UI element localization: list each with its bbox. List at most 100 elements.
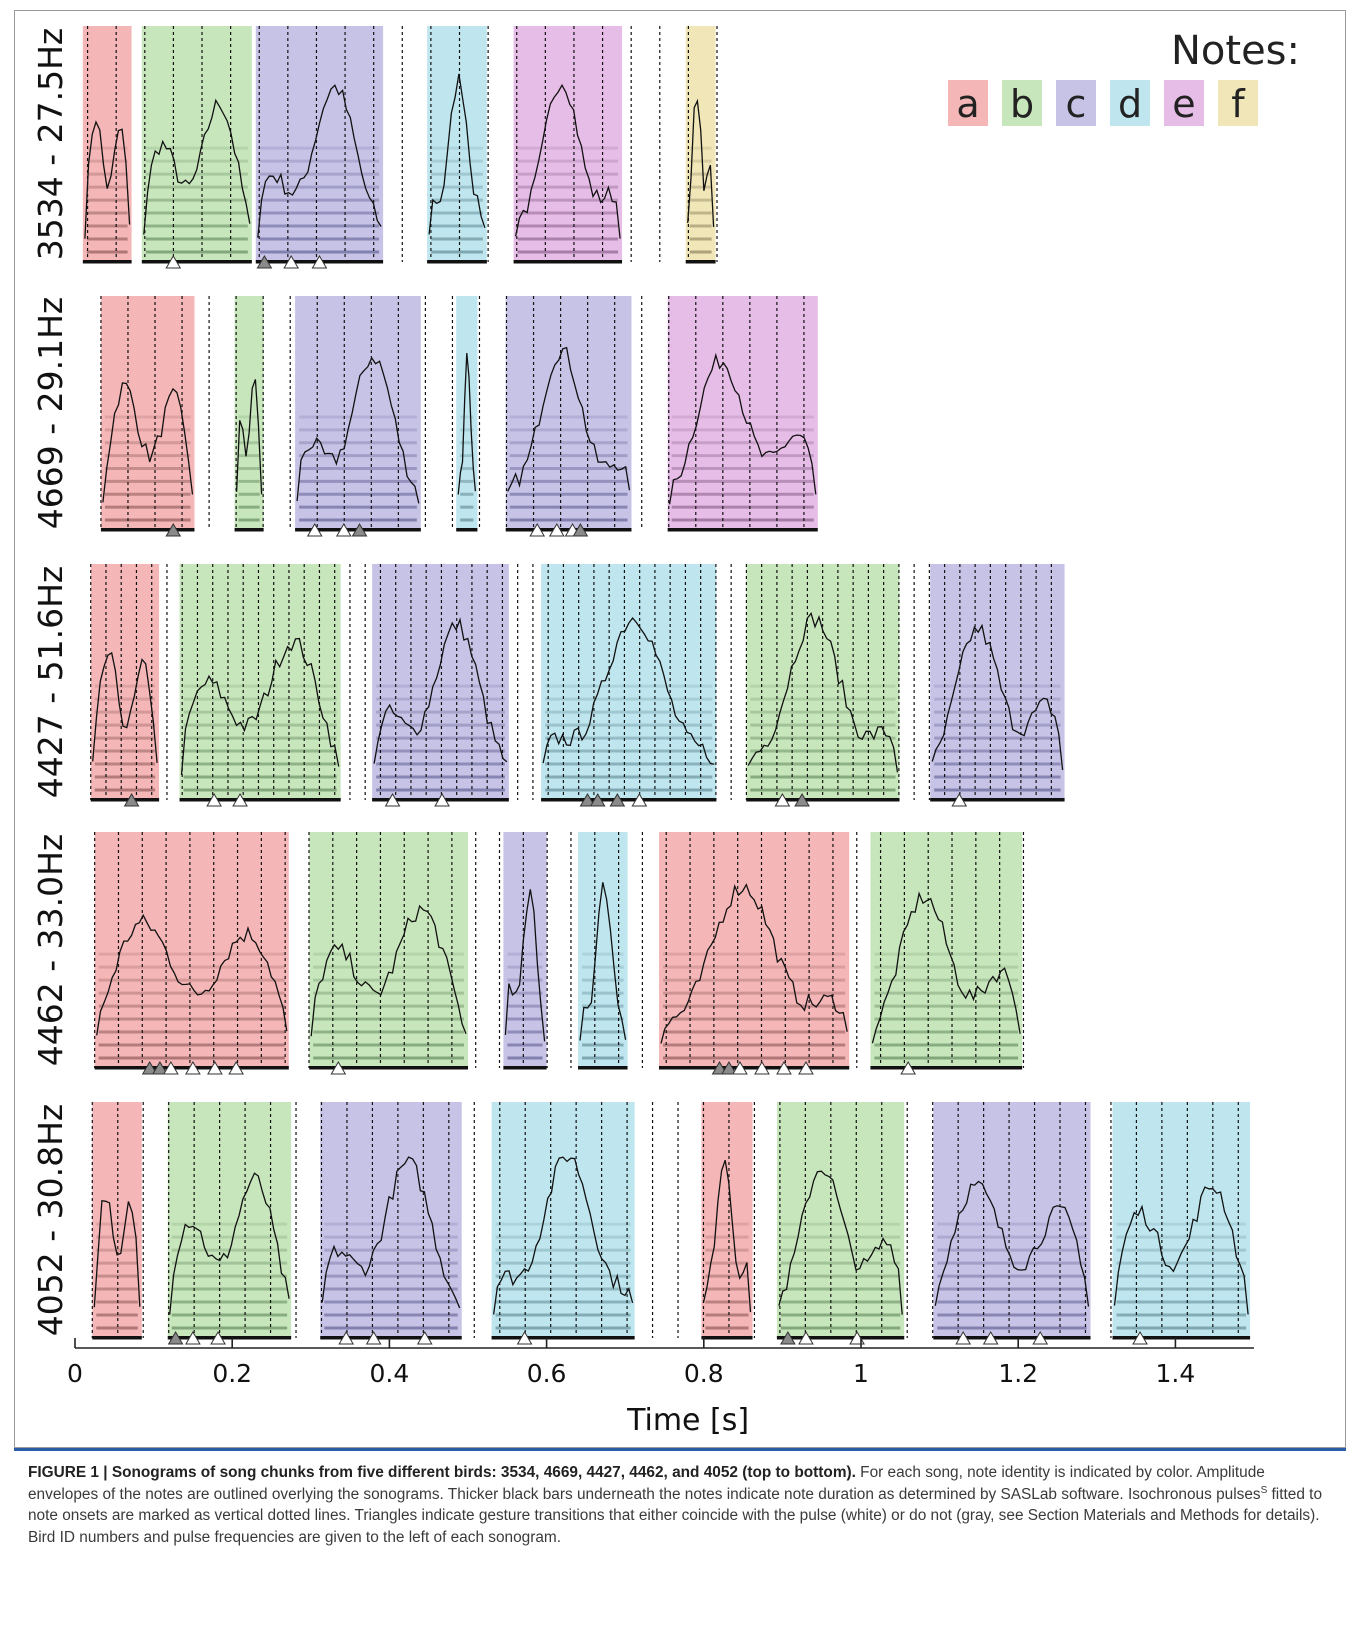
transition-triangle-white — [228, 1061, 245, 1075]
note-block — [776, 1102, 905, 1338]
amplitude-envelope — [457, 352, 477, 495]
note-c — [295, 296, 421, 532]
transition-triangle-white — [1032, 1331, 1049, 1345]
sonogram-panel-4: 4462 - 33.0Hz — [31, 832, 1025, 1075]
duration-bar — [1112, 1336, 1251, 1340]
note-c — [255, 26, 384, 264]
transition-triangle-gray — [351, 523, 368, 537]
transition-triangle-gray — [123, 793, 140, 807]
legend-swatch — [1002, 80, 1042, 126]
duration-bar — [82, 260, 132, 264]
amplitude-envelope — [321, 1156, 461, 1309]
sonogram-panel-5: 4052 - 30.8Hz — [31, 1102, 1251, 1345]
note-b — [776, 1102, 905, 1340]
transition-triangle-white — [774, 793, 791, 807]
duration-bar — [870, 1066, 1023, 1070]
note-block — [746, 564, 900, 800]
transition-triangle-white — [631, 793, 648, 807]
note-d — [1112, 1102, 1251, 1340]
amplitude-envelope — [84, 120, 131, 239]
transition-triangle-white — [416, 1331, 433, 1345]
caption-body-2: fitted to note onsets are marked as vert… — [28, 1485, 1323, 1546]
note-block — [491, 1102, 635, 1338]
transition-triangle-gray — [256, 255, 273, 269]
note-a — [92, 1102, 142, 1340]
note-a — [658, 832, 850, 1070]
note-d — [427, 26, 487, 264]
duration-bar — [541, 798, 717, 802]
duration-bar — [491, 1336, 635, 1340]
legend-note-d: d — [1110, 80, 1150, 126]
transition-triangle-white — [434, 793, 450, 807]
duration-bar — [503, 1066, 547, 1070]
duration-bar — [930, 798, 1065, 802]
amplitude-envelope — [235, 379, 263, 495]
legend-label: a — [956, 82, 979, 126]
note-block — [167, 1102, 292, 1338]
transition-triangle-white — [955, 1331, 972, 1345]
amplitude-envelope — [428, 73, 486, 235]
note-b — [179, 564, 341, 802]
note-c — [930, 564, 1065, 802]
transition-triangle-white — [982, 1331, 999, 1345]
transition-triangle-white — [548, 523, 565, 537]
note-block — [930, 564, 1065, 800]
amplitude-envelope — [934, 1180, 1090, 1307]
note-block — [541, 564, 717, 800]
legend-note-c: c — [1056, 80, 1096, 126]
duration-bar — [427, 260, 487, 264]
caption-rule — [14, 1448, 1346, 1451]
transition-triangle-white — [232, 793, 248, 807]
legend-swatch — [948, 80, 988, 126]
transition-triangle-gray — [165, 523, 182, 537]
amplitude-envelope — [180, 637, 340, 775]
note-e — [513, 26, 623, 264]
panel-label: 3534 - 27.5Hz — [31, 28, 70, 260]
note-block — [320, 1102, 462, 1338]
note-e — [667, 296, 818, 532]
panel-label: 4669 - 29.1Hz — [31, 297, 70, 529]
sonogram-panel-3: 4427 - 51.6Hz — [31, 564, 1065, 807]
x-axis-label: Time [s] — [626, 1403, 749, 1438]
caption-title: FIGURE 1 | Sonograms of song chunks from… — [28, 1464, 856, 1481]
transition-triangle-white — [185, 1061, 201, 1075]
amplitude-envelope — [96, 913, 288, 1036]
legend-swatch — [1218, 80, 1258, 126]
legend-label: b — [1010, 82, 1034, 126]
note-b — [746, 564, 900, 802]
transition-triangle-white — [207, 1061, 223, 1075]
legend-swatch — [1110, 80, 1150, 126]
duration-bar — [90, 798, 160, 802]
amplitude-envelope — [702, 1159, 752, 1313]
note-c — [503, 832, 547, 1070]
note-b — [870, 832, 1023, 1070]
note-c — [933, 1102, 1091, 1340]
panel-label: 4427 - 51.6Hz — [31, 566, 70, 798]
duration-bar — [234, 528, 264, 532]
transition-triangle-white — [185, 1331, 201, 1345]
transition-triangle-gray — [711, 1061, 728, 1075]
transition-triangle-white — [798, 1061, 814, 1075]
x-tick-label: 0.2 — [212, 1359, 252, 1388]
duration-bar — [179, 798, 341, 802]
transition-triangle-gray — [589, 793, 606, 807]
note-d — [456, 296, 478, 532]
transition-triangle-gray — [167, 1331, 184, 1345]
note-block — [309, 832, 468, 1068]
amplitude-envelope — [931, 623, 1064, 771]
duration-bar — [685, 260, 716, 264]
amplitude-envelope — [1113, 1186, 1249, 1315]
note-b — [309, 832, 468, 1070]
legend-note-f: f — [1218, 80, 1258, 126]
amplitude-envelope — [504, 889, 546, 1042]
transition-triangle-white — [365, 1331, 382, 1345]
transition-triangle-gray — [794, 793, 810, 807]
amplitude-envelope — [687, 98, 715, 228]
amplitude-envelope — [507, 346, 631, 492]
note-block — [870, 832, 1023, 1068]
amplitude-envelope — [257, 84, 382, 238]
transition-triangle-gray — [152, 1061, 168, 1075]
duration-bar — [320, 1336, 462, 1340]
note-b — [234, 296, 264, 532]
